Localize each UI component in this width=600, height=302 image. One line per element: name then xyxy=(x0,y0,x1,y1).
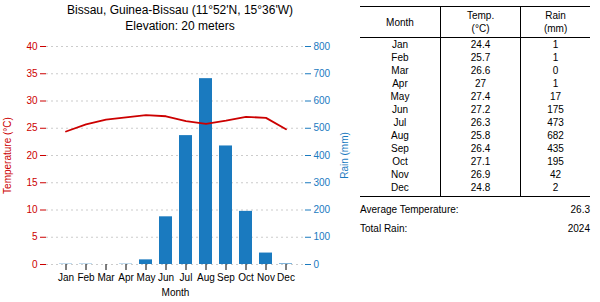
html-text:26.3: 26.3 xyxy=(470,117,491,128)
svg-text:Jun: Jun xyxy=(158,272,174,283)
html-text:175: 175 xyxy=(547,104,564,115)
svg-text:0: 0 xyxy=(314,259,320,270)
html-text:May: May xyxy=(390,91,410,102)
html-text:(°C): (°C) xyxy=(471,23,490,34)
svg-text:40: 40 xyxy=(26,41,38,52)
svg-text:May: May xyxy=(137,272,156,283)
html-text:27: 27 xyxy=(475,78,487,89)
svg-text:Feb: Feb xyxy=(77,272,95,283)
html-text:Elevation: 20 meters: Elevation: 20 meters xyxy=(125,19,235,33)
html-text:Nov: Nov xyxy=(391,169,409,180)
html-text:682: 682 xyxy=(547,130,564,141)
html-text:Feb: Feb xyxy=(391,52,409,63)
html-text:Jan: Jan xyxy=(391,39,408,50)
svg-text:Jan: Jan xyxy=(58,272,74,283)
svg-text:Mar: Mar xyxy=(97,272,115,283)
svg-text:Jul: Jul xyxy=(180,272,193,283)
html-text:Apr: Apr xyxy=(392,78,408,89)
html-text:Jun: Jun xyxy=(391,104,408,115)
html-text:24.8: 24.8 xyxy=(470,182,491,193)
html-text:26.6: 26.6 xyxy=(470,65,491,76)
html-text:195: 195 xyxy=(547,156,564,167)
html-text:27.2: 27.2 xyxy=(470,104,491,115)
html-text:27.4: 27.4 xyxy=(470,91,491,102)
html-text:1: 1 xyxy=(552,78,559,89)
svg-text:Rain (mm): Rain (mm) xyxy=(339,132,350,179)
svg-text:35: 35 xyxy=(26,68,38,79)
html-text:17: 17 xyxy=(550,91,562,102)
svg-text:15: 15 xyxy=(26,177,38,188)
html-text:(mm): (mm) xyxy=(543,23,568,34)
html-text:24.4: 24.4 xyxy=(470,39,491,50)
svg-text:10: 10 xyxy=(26,204,38,215)
svg-text:Apr: Apr xyxy=(118,272,134,283)
html-text:25.7: 25.7 xyxy=(470,52,491,63)
html-text:Sep: Sep xyxy=(391,143,409,154)
svg-text:Nov: Nov xyxy=(257,272,275,283)
html-text:Month: Month xyxy=(386,16,414,28)
svg-text:300: 300 xyxy=(314,177,331,188)
html-text:Temp.: Temp. xyxy=(466,10,495,21)
svg-text:500: 500 xyxy=(314,122,331,133)
svg-text:800: 800 xyxy=(314,41,331,52)
svg-text:600: 600 xyxy=(314,95,331,106)
html-text:Jul: Jul xyxy=(393,117,407,128)
html-text:Aug: Aug xyxy=(391,130,409,141)
svg-text:Temperature (°C): Temperature (°C) xyxy=(2,117,13,194)
svg-text:5: 5 xyxy=(32,231,38,242)
html-text:Average Temperature:: Average Temperature: xyxy=(360,204,459,215)
svg-text:700: 700 xyxy=(314,68,331,79)
html-text:27.1: 27.1 xyxy=(470,156,491,167)
html-text:26.4: 26.4 xyxy=(470,143,491,154)
svg-text:Dec: Dec xyxy=(277,272,295,283)
svg-text:200: 200 xyxy=(314,204,331,215)
svg-text:Sep: Sep xyxy=(217,272,235,283)
html-text:2: 2 xyxy=(552,182,559,193)
html-text:26.3: 26.3 xyxy=(570,204,590,215)
html-text:473: 473 xyxy=(547,117,564,128)
html-text:2024: 2024 xyxy=(567,223,590,234)
svg-text:Month: Month xyxy=(162,287,190,298)
html-text:Dec: Dec xyxy=(391,182,409,193)
svg-text:100: 100 xyxy=(314,231,331,242)
svg-text:20: 20 xyxy=(26,150,38,161)
svg-text:Oct: Oct xyxy=(238,272,254,283)
html-text:1: 1 xyxy=(552,39,559,50)
html-text:Mar: Mar xyxy=(391,65,409,76)
html-text:42: 42 xyxy=(550,169,562,180)
svg-text:400: 400 xyxy=(314,150,331,161)
svg-text:Aug: Aug xyxy=(197,272,215,283)
html-text:26.9: 26.9 xyxy=(470,169,491,180)
html-text:0: 0 xyxy=(552,65,559,76)
html-text:Oct: Oct xyxy=(392,156,408,167)
html-text:435: 435 xyxy=(547,143,564,154)
html-text:1: 1 xyxy=(552,52,559,63)
html-text:Total Rain:: Total Rain: xyxy=(360,223,408,234)
html-text:Bissau, Guinea-Bissau (11°52'N: Bissau, Guinea-Bissau (11°52'N, 15°36'W) xyxy=(67,3,293,17)
svg-text:25: 25 xyxy=(26,122,38,133)
svg-text:0: 0 xyxy=(32,259,38,270)
svg-text:30: 30 xyxy=(26,95,38,106)
html-text:Rain: Rain xyxy=(545,10,566,21)
html-text:25.8: 25.8 xyxy=(470,130,491,141)
